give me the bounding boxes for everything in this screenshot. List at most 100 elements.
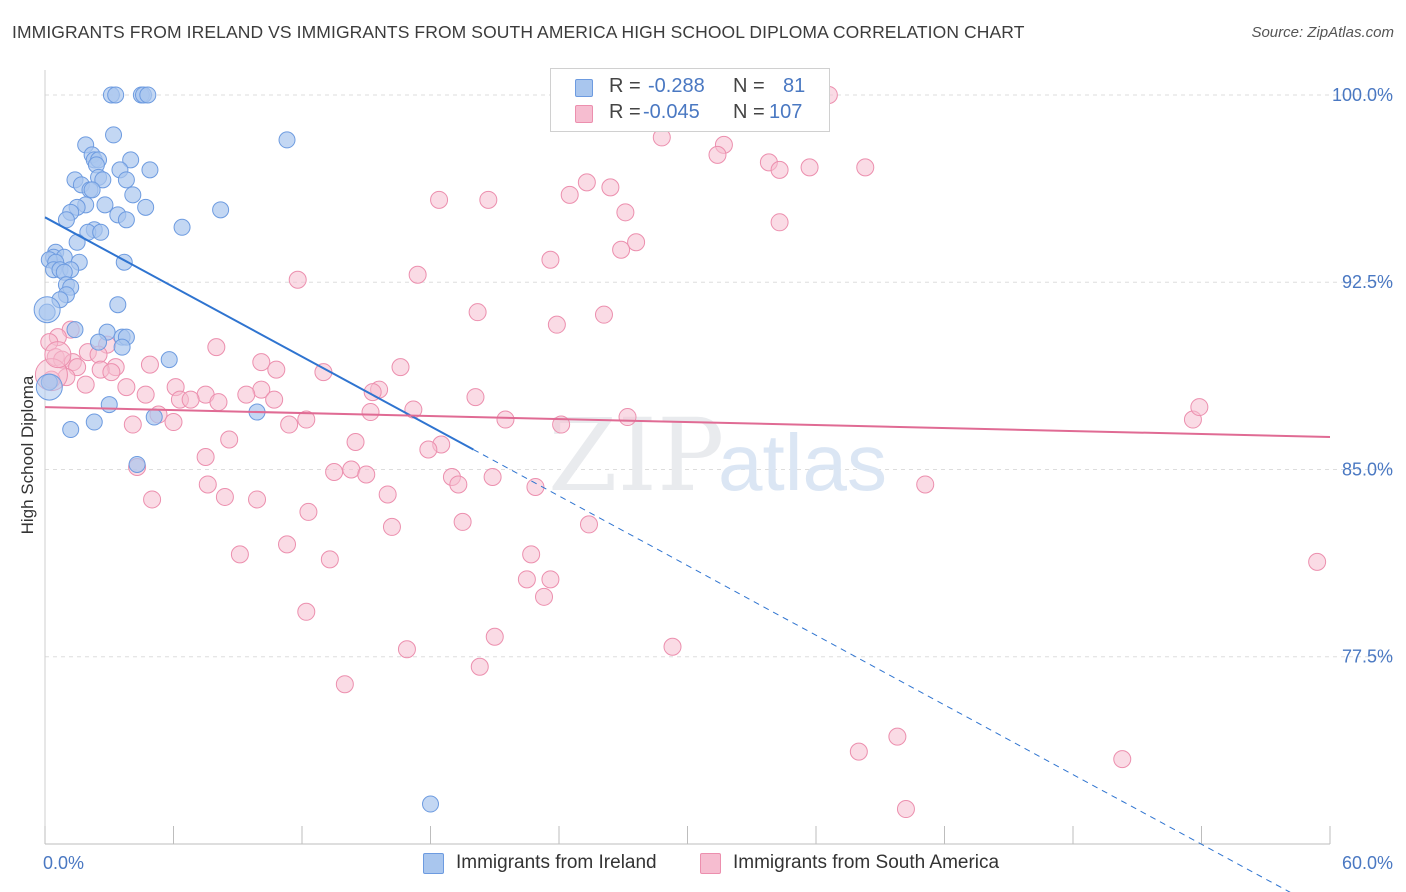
south-america-point: [335, 675, 354, 694]
south-america-point: [230, 545, 249, 564]
ireland-point: [212, 201, 230, 219]
south-america-point: [856, 158, 875, 177]
south-america-point: [164, 413, 183, 432]
south-america-point: [663, 637, 682, 656]
south-america-point: [560, 185, 579, 204]
bottom-legend-label-south-america: Immigrants from South America: [733, 852, 1000, 873]
south-america-point: [346, 433, 365, 452]
south-america-point: [453, 512, 472, 531]
ireland-point: [109, 296, 127, 314]
south-america-point: [357, 465, 376, 484]
legend-swatch-pink: [575, 105, 593, 123]
ireland-point: [128, 455, 146, 473]
ireland-point: [107, 86, 125, 104]
south-america-point: [196, 448, 215, 466]
south-america-point: [248, 490, 267, 509]
y-tick-label: 92.5%: [1342, 272, 1393, 292]
south-america-point: [496, 410, 515, 429]
south-america-point: [361, 403, 380, 422]
y-tick-labels: 77.5% 85.0% 92.5% 100.0%: [1332, 85, 1393, 667]
south-america-point: [237, 385, 256, 404]
y-tick-label: 85.0%: [1342, 459, 1393, 479]
ireland-point: [90, 333, 108, 351]
ireland-point: [113, 338, 131, 356]
south-america-point: [382, 517, 401, 536]
ireland-point: [139, 86, 157, 104]
ireland-point: [173, 218, 191, 236]
y-tick-label: 100.0%: [1332, 85, 1393, 105]
south-america-point: [522, 545, 541, 564]
ireland-trend-extension: [473, 449, 1291, 892]
ireland-point: [100, 396, 118, 414]
zipatlas-watermark: ZIP atlas: [548, 397, 887, 514]
chart-source: Source: ZipAtlas.com: [1251, 24, 1394, 41]
south-america-point: [896, 800, 915, 819]
legend-row-south-america: R = -0.045 N = 107: [551, 101, 829, 127]
y-tick-label: 77.5%: [1342, 647, 1393, 667]
ireland-point: [160, 351, 178, 369]
ireland-point: [96, 196, 114, 214]
legend-swatch-blue: [575, 79, 593, 97]
south-america-point: [708, 145, 727, 164]
ireland-point: [85, 413, 103, 431]
ireland-point: [124, 186, 142, 204]
south-america-point: [297, 410, 316, 429]
series-ireland-points: [33, 86, 439, 813]
south-america-point: [547, 315, 566, 334]
legend-n-label: N =: [733, 101, 765, 123]
ireland-point: [137, 198, 155, 216]
south-america-point: [198, 475, 217, 494]
south-america-point: [143, 490, 162, 509]
south-america-point: [579, 515, 598, 534]
south-america-point: [123, 415, 142, 434]
legend-r-value: -0.288: [648, 75, 705, 97]
legend-n-label: N =: [733, 75, 765, 97]
ireland-trend-line: [44, 216, 474, 451]
legend-r-value: -0.045: [643, 101, 700, 123]
legend-r-label: R =: [609, 75, 641, 97]
legend-r-label: R =: [609, 101, 641, 123]
south-america-point: [916, 475, 935, 494]
south-america-point: [265, 390, 284, 409]
ireland-point: [117, 171, 135, 189]
ireland-point: [66, 321, 84, 339]
south-america-point: [849, 742, 868, 761]
south-america-point: [800, 158, 819, 177]
south-america-point: [612, 240, 631, 259]
ireland-point: [278, 131, 296, 149]
south-america-point: [483, 467, 502, 486]
south-america-point: [408, 265, 427, 284]
south-america-point: [594, 305, 613, 324]
chart-title: IMMIGRANTS FROM IRELAND VS IMMIGRANTS FR…: [12, 22, 1025, 42]
south-america-point: [220, 430, 239, 449]
south-america-point: [391, 358, 410, 377]
south-america-point: [320, 550, 339, 569]
bottom-legend-swatch-pink: [700, 853, 721, 874]
grid-lines: [45, 94, 1392, 658]
south-america-point: [577, 173, 596, 192]
ireland-point: [92, 223, 110, 241]
south-america-point: [181, 390, 200, 409]
south-america-point: [397, 640, 416, 659]
ireland-cluster-point: [35, 373, 63, 401]
south-america-point: [288, 270, 307, 289]
south-america-point: [517, 570, 536, 589]
south-america-point: [479, 190, 498, 209]
south-america-point: [601, 178, 620, 197]
bottom-legend-swatch-blue: [423, 853, 444, 874]
south-america-point: [267, 360, 286, 379]
south-america-point: [1190, 398, 1209, 417]
ireland-point: [62, 421, 80, 439]
watermark-atlas: atlas: [718, 418, 887, 507]
south-america-point: [419, 440, 438, 459]
south-america-point: [325, 462, 344, 481]
south-america-point: [888, 727, 907, 746]
south-america-point: [618, 408, 637, 427]
south-america-point: [535, 587, 554, 606]
south-america-point: [466, 388, 485, 407]
south-america-point: [215, 487, 234, 506]
south-america-point: [252, 353, 271, 372]
south-america-point: [552, 415, 571, 434]
ireland-point: [422, 795, 439, 813]
x-tick-label-min: 0.0%: [43, 853, 84, 873]
